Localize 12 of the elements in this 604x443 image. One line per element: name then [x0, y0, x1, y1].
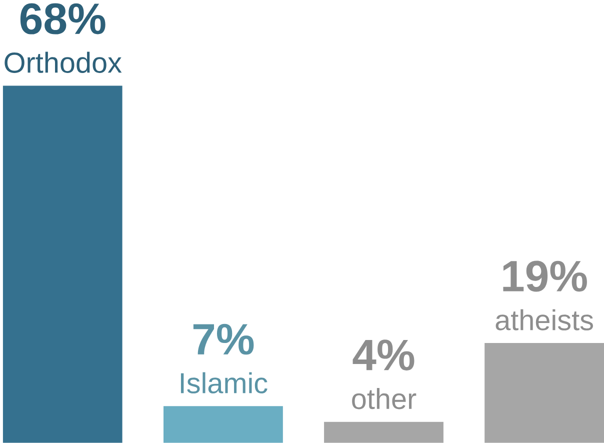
- x-tick-label: Orthodox: [4, 52, 122, 74]
- data-label: 19%: [503, 260, 587, 292]
- bar: [2, 86, 122, 443]
- x-tick-label: other: [352, 388, 416, 410]
- bar: [164, 406, 283, 443]
- data-label: 4%: [352, 340, 414, 371]
- x-tick-label: atheists: [496, 309, 593, 330]
- bar: [484, 343, 604, 443]
- bar: [324, 422, 444, 443]
- data-label: 68%: [20, 3, 106, 34]
- x-tick-label: Islamic: [180, 372, 268, 394]
- data-label: 7%: [193, 324, 254, 355]
